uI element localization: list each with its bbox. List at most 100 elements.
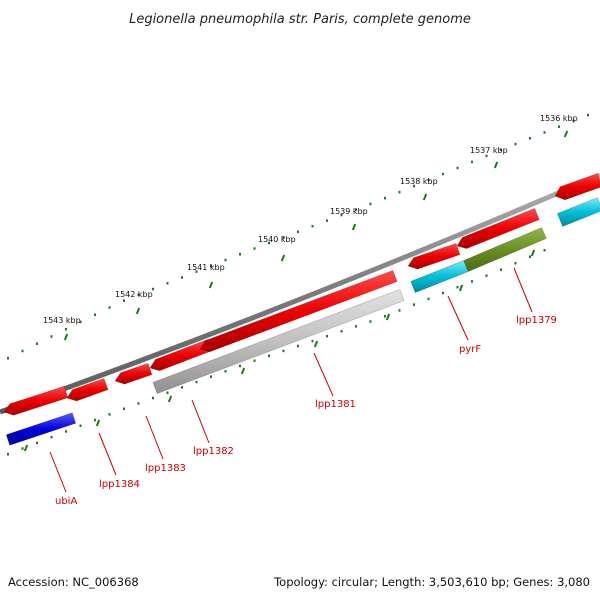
minor-tick <box>514 262 517 265</box>
minor-tick <box>384 196 386 200</box>
kbp-label: 1541 kbp <box>187 263 225 272</box>
minor-tick <box>500 148 502 152</box>
minor-tick <box>572 119 575 123</box>
inner-ticks <box>7 248 546 456</box>
minor-tick <box>181 276 183 279</box>
minor-tick <box>181 386 183 389</box>
genome-backbone <box>0 172 600 415</box>
minor-tick <box>442 172 444 176</box>
minor-tick <box>268 241 270 245</box>
gene-label: lpp1384 <box>99 479 140 490</box>
minor-tick <box>253 247 256 250</box>
gene-arrow <box>407 242 461 270</box>
major-tick <box>458 284 464 292</box>
minor-tick <box>36 342 38 345</box>
minor-tick <box>239 364 241 368</box>
kbp-label: 1538 kbp <box>400 177 438 186</box>
minor-tick <box>166 391 169 394</box>
gene-label: lpp1379 <box>516 315 557 326</box>
gene-arrow <box>66 377 109 402</box>
minor-tick <box>282 236 285 239</box>
minor-tick <box>529 255 531 258</box>
kbp-label: 1536 kbp <box>540 114 578 123</box>
gene-arrow <box>114 362 153 385</box>
leader-line <box>191 399 210 444</box>
minor-tick <box>369 320 372 323</box>
major-tick <box>351 223 357 231</box>
major-tick <box>95 419 101 427</box>
minor-tick <box>79 424 82 428</box>
gene-label: lpp1381 <box>315 399 356 410</box>
minor-tick <box>123 299 125 302</box>
minor-tick <box>311 339 314 343</box>
accession-text: Accession: NC_006368 <box>8 575 139 589</box>
minor-tick <box>297 344 299 348</box>
minor-tick <box>471 160 473 164</box>
minor-tick <box>529 137 531 140</box>
minor-tick <box>558 125 560 128</box>
minor-tick <box>543 248 546 252</box>
minor-tick <box>442 291 444 295</box>
gene-arrow <box>199 269 398 353</box>
minor-tick <box>500 268 502 272</box>
minor-tick <box>94 418 96 422</box>
minor-tick <box>326 334 328 338</box>
minor-tick <box>123 407 125 411</box>
minor-tick <box>355 325 357 328</box>
gene-label: lpp1382 <box>193 446 234 457</box>
minor-tick <box>543 131 546 134</box>
major-tick <box>167 395 173 403</box>
major-tick <box>493 161 499 169</box>
minor-tick <box>253 359 256 362</box>
kbp-label: 1542 kbp <box>115 290 153 299</box>
minor-tick <box>239 253 241 256</box>
major-tick <box>208 281 214 289</box>
minor-tick <box>195 380 198 384</box>
minor-tick <box>210 375 212 378</box>
lpp1379-bar <box>463 227 547 272</box>
minor-tick <box>514 142 517 146</box>
minor-tick <box>7 357 9 360</box>
minor-tick <box>79 320 82 324</box>
scale-labels: 1536 kbp 1537 kbp 1538 kbp 1539 kbp 1540 kbp… <box>43 114 578 325</box>
leader-line <box>513 267 533 313</box>
minor-tick <box>210 264 212 268</box>
minor-tick <box>224 370 227 373</box>
kbp-label: 1539 kbp <box>330 207 368 216</box>
kbp-label: 1543 kbp <box>43 316 81 325</box>
major-tick <box>313 340 319 348</box>
minor-tick <box>137 293 140 297</box>
major-tick <box>422 193 428 201</box>
minor-tick <box>21 447 24 450</box>
pyrF-bar <box>410 260 469 293</box>
minor-tick <box>137 402 140 405</box>
gene-label: ubiA <box>55 496 77 507</box>
minor-tick <box>297 230 299 234</box>
minor-tick <box>485 274 488 277</box>
major-tick <box>530 249 536 257</box>
minor-tick <box>108 306 111 309</box>
minor-tick <box>456 166 459 170</box>
major-tick <box>385 313 391 321</box>
major-tick <box>135 307 141 315</box>
minor-tick <box>268 354 270 358</box>
gene-features <box>3 173 600 446</box>
minor-tick <box>340 213 343 217</box>
map-title: Legionella pneumophila str. Paris, compl… <box>129 12 471 27</box>
minor-tick <box>398 190 401 194</box>
minor-tick <box>427 297 430 301</box>
leader-line <box>447 295 469 341</box>
leader-line <box>313 352 334 397</box>
minor-tick <box>224 258 227 262</box>
gene-arrow <box>554 173 600 201</box>
minor-tick <box>384 315 386 318</box>
major-tick <box>240 367 246 375</box>
genome-summary: Topology: circular; Length: 3,503,610 bp… <box>273 575 590 589</box>
minor-tick <box>152 287 154 291</box>
minor-tick <box>195 270 198 273</box>
minor-tick <box>65 328 67 331</box>
minor-tick <box>587 113 589 117</box>
minor-tick <box>398 309 401 312</box>
minor-tick <box>413 184 415 188</box>
